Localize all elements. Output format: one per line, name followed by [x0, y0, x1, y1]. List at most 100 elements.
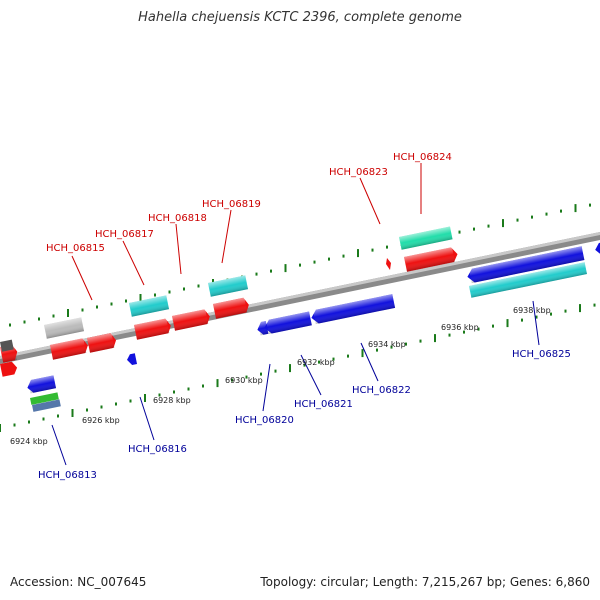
kbp-label: 6938 kbp [513, 306, 551, 315]
tick-minor [158, 393, 161, 397]
tick-minor [313, 260, 316, 264]
tick-minor [390, 345, 393, 349]
tick-major [574, 204, 577, 213]
tick-minor [260, 372, 262, 376]
gene-label: HCH_06823 [329, 167, 388, 178]
gene-label: HCH_06817 [95, 229, 154, 240]
gene-arrow-blue[interactable] [126, 353, 138, 366]
tick-minor [231, 378, 233, 382]
tick-minor [125, 299, 127, 303]
tick-minor [318, 360, 320, 364]
tick-minor [593, 303, 596, 307]
gene-label: HCH_06818 [148, 213, 207, 224]
tick-major [289, 364, 291, 373]
tick-minor [458, 230, 461, 234]
tick-minor [129, 399, 132, 403]
tick-minor [270, 269, 272, 273]
tick-major [284, 264, 287, 273]
tick-major [506, 319, 509, 328]
gene-arrow-red[interactable] [404, 246, 459, 272]
gene-arrow-blue[interactable] [594, 241, 600, 256]
gene-block-gray[interactable] [44, 317, 85, 339]
gene-arrow-red[interactable] [213, 297, 250, 319]
tick-minor [299, 263, 301, 267]
tick-major [71, 409, 74, 417]
gene-block-cyan[interactable] [208, 275, 249, 297]
tick-minor [168, 290, 171, 294]
gene-arrow-red[interactable] [87, 332, 117, 353]
gene-block-green[interactable] [30, 392, 59, 405]
tick-major [502, 219, 504, 228]
map-title: Hahella chejuensis KCTC 2396, complete g… [138, 10, 462, 25]
gene-block-teal[interactable] [399, 226, 453, 250]
gene-arrow-red[interactable] [50, 338, 89, 360]
gene-labels: HCH_06815 HCH_06817 HCH_06818 HCH_06819 … [10, 152, 571, 481]
gene-arrow-blue[interactable] [26, 375, 57, 394]
tick-minor [100, 405, 103, 409]
tick-track-lower [0, 303, 596, 432]
tick-minor [521, 318, 523, 322]
tick-major [579, 304, 581, 313]
tick-minor [545, 212, 548, 216]
tick-minor [173, 390, 175, 394]
kbp-label: 6932 kbp [297, 358, 335, 367]
gene-label: HCH_06815 [46, 243, 105, 254]
kbp-label: 6930 kbp [225, 376, 263, 385]
tick-minor [419, 339, 422, 343]
tick-minor [57, 414, 59, 418]
tick-minor [86, 408, 88, 412]
tick-minor [23, 320, 26, 324]
tick-minor [564, 309, 567, 313]
gene-arrow-blue[interactable] [466, 246, 585, 284]
gene-arrow-red[interactable] [134, 318, 172, 340]
gene-arrow-red[interactable] [172, 309, 211, 331]
gene-label: HCH_06813 [38, 470, 97, 481]
tick-major [144, 394, 146, 402]
tick-major [0, 424, 1, 432]
gene-block-steel[interactable] [32, 399, 61, 412]
tick-minor [197, 284, 200, 288]
gene-label: HCH_06820 [235, 415, 294, 426]
gene-label: HCH_06816 [128, 444, 187, 455]
tick-major [357, 249, 359, 258]
tick-minor [328, 257, 330, 261]
tick-minor [376, 348, 378, 352]
tick-minor [550, 312, 552, 316]
accession-text: Accession: NC_007645 [10, 575, 147, 589]
gene-features [0, 226, 600, 412]
tick-minor [371, 248, 374, 252]
gene-label: HCH_06822 [352, 385, 411, 396]
tick-minor [245, 375, 248, 379]
tick-major [216, 379, 219, 388]
kbp-label: 6926 kbp [82, 416, 120, 425]
gene-block-cyan[interactable] [468, 262, 588, 298]
gene-arrow-red[interactable] [0, 361, 18, 377]
tick-minor [115, 402, 117, 406]
tick-minor [28, 420, 30, 424]
tick-minor [96, 305, 98, 309]
gene-arrow-blue[interactable] [310, 294, 396, 325]
tick-minor [38, 317, 40, 321]
gene-arrow-blue[interactable] [263, 311, 312, 335]
tick-major [434, 334, 436, 343]
gene-block-dark[interactable] [0, 339, 14, 352]
tick-minor [274, 369, 277, 373]
tick-minor [303, 363, 306, 367]
tick-minor [386, 245, 388, 249]
tick-minor [405, 342, 407, 346]
gene-block-cyan[interactable] [129, 295, 170, 317]
tick-minor [477, 327, 480, 331]
tick-minor [52, 314, 55, 318]
tick-major [139, 294, 142, 302]
tick-minor [13, 423, 16, 427]
tick-minor [202, 384, 204, 388]
kbp-label: 6924 kbp [10, 437, 48, 446]
gene-arrow-red-small[interactable] [386, 258, 391, 270]
tick-minor [492, 324, 494, 328]
gene-arrow-blue[interactable] [256, 320, 269, 336]
tick-minor [187, 387, 190, 391]
tick-minor [589, 203, 591, 207]
gene-label: HCH_06825 [512, 349, 571, 360]
tick-minor [110, 302, 113, 306]
